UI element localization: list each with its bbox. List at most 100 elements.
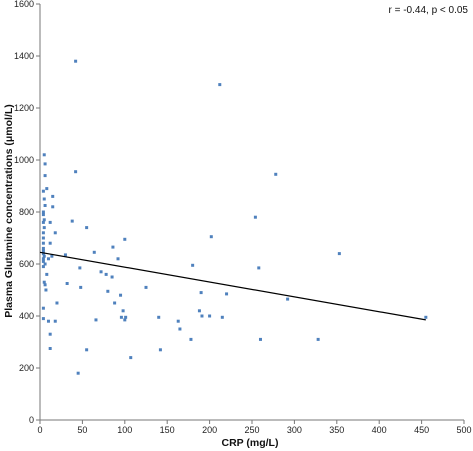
data-point xyxy=(144,285,148,289)
data-point xyxy=(121,309,125,313)
data-point xyxy=(41,231,45,235)
data-point xyxy=(176,319,180,323)
data-point xyxy=(43,283,47,287)
data-point xyxy=(45,272,49,276)
data-point xyxy=(286,297,290,301)
y-tick-label: 1600 xyxy=(14,0,34,9)
data-point xyxy=(41,306,45,310)
data-point xyxy=(94,318,98,322)
data-point xyxy=(79,285,83,289)
data-point xyxy=(157,315,161,319)
data-point xyxy=(191,263,195,267)
y-tick-label: 0 xyxy=(29,415,34,425)
data-point xyxy=(78,266,82,270)
y-axis-title-group: Plasma Glutamine concentrations (μmol/L) xyxy=(3,104,15,318)
data-point xyxy=(178,327,182,331)
data-point xyxy=(55,301,59,305)
data-point xyxy=(41,189,45,193)
data-point xyxy=(257,266,261,270)
data-point xyxy=(41,317,45,321)
x-tick-label: 150 xyxy=(160,425,175,435)
data-point xyxy=(92,250,96,254)
data-point xyxy=(50,254,54,258)
data-point xyxy=(42,153,46,157)
data-point xyxy=(43,262,47,266)
x-tick-label: 300 xyxy=(287,425,302,435)
data-point xyxy=(123,237,127,241)
data-point xyxy=(189,337,193,341)
data-point xyxy=(70,219,74,223)
y-tick-label: 600 xyxy=(19,259,34,269)
data-point xyxy=(220,315,224,319)
data-point xyxy=(85,226,89,230)
axes: 0 200 400 600 800 1000 1200 1400 1600 0 50 100 150 20… xyxy=(14,0,472,435)
data-point xyxy=(51,205,55,209)
data-point xyxy=(41,252,45,256)
data-point xyxy=(116,257,120,261)
data-point xyxy=(316,337,320,341)
data-point xyxy=(197,309,201,313)
data-point xyxy=(274,172,278,176)
data-point xyxy=(41,259,45,263)
data-points xyxy=(41,59,428,375)
x-tick-label: 50 xyxy=(77,425,87,435)
y-axis-title: Plasma Glutamine concentrations (μmol/L) xyxy=(3,104,15,318)
x-axis-title: CRP (mg/L) xyxy=(222,437,279,449)
data-point xyxy=(42,280,46,284)
x-tick-label: 500 xyxy=(456,425,471,435)
data-point xyxy=(124,315,128,319)
data-point xyxy=(63,253,67,257)
data-point xyxy=(42,226,46,230)
data-point xyxy=(43,204,47,207)
data-point xyxy=(46,319,50,323)
data-point xyxy=(76,371,80,375)
data-point xyxy=(41,236,45,240)
x-tick-label: 400 xyxy=(372,425,387,435)
data-point xyxy=(119,293,123,297)
data-point xyxy=(41,249,45,253)
data-point xyxy=(42,254,46,258)
data-point xyxy=(74,59,78,63)
data-point xyxy=(253,215,257,219)
x-tick-label: 200 xyxy=(202,425,217,435)
y-tick-label: 1400 xyxy=(14,51,34,61)
data-point xyxy=(48,241,52,245)
data-point xyxy=(53,231,57,235)
correlation-annotation: r = -0.44, p < 0.05 xyxy=(389,5,469,16)
y-tick-label: 1000 xyxy=(14,155,34,165)
data-point xyxy=(104,272,108,276)
data-point xyxy=(41,241,45,245)
x-tick-label: 100 xyxy=(117,425,132,435)
data-point xyxy=(42,197,46,201)
data-point xyxy=(209,235,213,239)
x-tick-label: 0 xyxy=(37,425,42,435)
data-point xyxy=(106,289,110,293)
data-point xyxy=(129,356,133,360)
y-tick-label: 400 xyxy=(19,311,34,321)
data-point xyxy=(42,218,46,222)
data-point xyxy=(65,282,69,285)
y-tick-label: 1200 xyxy=(14,103,34,113)
trendline-group xyxy=(39,251,426,321)
data-point xyxy=(46,257,50,261)
data-point xyxy=(45,187,49,191)
data-point xyxy=(113,301,117,305)
data-point xyxy=(41,265,45,269)
data-point xyxy=(337,252,341,256)
data-point xyxy=(48,347,52,350)
data-point xyxy=(48,220,52,224)
data-point xyxy=(158,348,162,352)
data-point xyxy=(44,288,48,292)
data-point xyxy=(43,174,47,178)
data-point xyxy=(99,270,103,274)
data-point xyxy=(199,291,203,295)
data-point xyxy=(48,332,52,336)
data-point xyxy=(41,257,45,261)
x-tick-label: 350 xyxy=(329,425,344,435)
data-point xyxy=(119,315,123,319)
data-point xyxy=(74,170,78,174)
x-tick-label: 250 xyxy=(244,425,259,435)
data-point xyxy=(85,348,89,352)
trendline xyxy=(39,251,426,321)
